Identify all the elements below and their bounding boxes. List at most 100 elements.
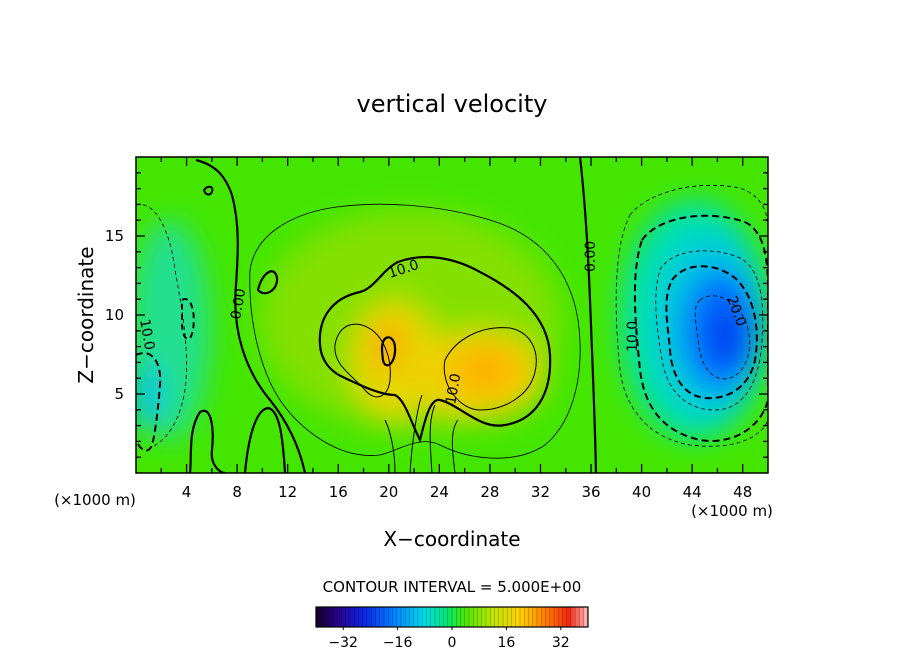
contour-neg-left-10 [136,352,162,452]
colorbar-cell [481,607,487,627]
updraft-peak-right [453,348,517,392]
contour-label: 10.0 [443,372,464,405]
colorbar-cell [562,607,568,627]
colorbar-tick-label: −16 [383,635,413,651]
colorbar-cell [473,607,478,627]
contour-filaments [384,394,459,473]
x-tick-label: 4 [182,483,192,501]
zero-contour-lower2 [243,406,287,473]
colorbar-tick-label: 32 [552,635,570,651]
zero-contour-right [578,157,598,473]
colorbar-cell [575,607,580,627]
colorbar-tick-label: 16 [497,635,515,651]
colorbar-cell [456,607,461,627]
x-tick-label: 8 [232,483,242,501]
contour-neg25 [694,295,750,380]
colorbar-cell [443,607,449,627]
contour-inner-left [334,323,391,398]
colorbar-cell [486,607,491,627]
zero-contour-lower [188,409,226,473]
colorbar-cell [477,607,483,627]
contour-neg15 [655,250,764,411]
x-tick-label: 48 [733,483,752,501]
contour-lines [136,157,768,473]
colorbar-cell [422,607,427,627]
colorbar-cell [571,607,576,627]
colorbar-cell [566,607,572,627]
x-unit-label-right: (×1000 m) [691,502,773,520]
colorbar-cell [320,607,325,627]
x-unit-label-left: (×1000 m) [54,491,136,509]
colorbar-cell [341,607,347,627]
colorbar-cell [541,607,546,627]
colorbar-cell [418,607,423,627]
contour-interval-label: CONTOUR INTERVAL = 5.000E+00 [323,578,582,596]
contour-small-a [256,270,279,295]
colorbar-cell [464,607,470,627]
colorbar-cell [324,607,330,627]
contour-core-left [380,336,397,367]
x-tick-label: 16 [329,483,348,501]
contour-label: 10.0 [136,318,157,351]
contour-label: 0.00 [228,287,249,320]
colorbar-cell [337,607,342,627]
contour-5-envelope [249,203,581,459]
colorbar-cell [549,607,555,627]
colorbar-ticks: −32 −16 0 16 32 [328,627,570,651]
colorbar-cell [520,607,525,627]
chart-title: vertical velocity [357,90,548,118]
colorbar-cell [524,607,529,627]
colorbar-cell [379,607,385,627]
downdraft-peak [708,303,748,367]
colorbar-cell [430,607,436,627]
colorbar-cell [367,607,372,627]
x-tick-label: 12 [278,483,297,501]
colorbar-cell [490,607,495,627]
colorbar-cell [405,607,410,627]
contour-small-b [202,185,214,196]
colorbar-cell [362,607,368,627]
colorbar-cell [558,607,563,627]
colorbar-cell [537,607,542,627]
y-axis-ticks: 5 10 15 [105,172,768,458]
colorbar-cell [435,607,440,627]
colorbar-cell [409,607,415,627]
colorbar-cell [371,607,376,627]
x-tick-label: 40 [632,483,651,501]
x-tick-label: 36 [581,483,600,501]
contour-label-group: 10.0 0.00 0.00 10.0 10.0 20.0 10.0 [136,241,749,406]
colorbar-cell [494,607,500,627]
contour-10-main [318,256,552,444]
colorbar-cell [333,607,338,627]
contour-label: 0.00 [583,241,599,272]
x-tick-label: 24 [430,483,449,501]
colorbar-cell [426,607,432,627]
zero-contour-left [195,158,307,473]
contour-neg-left-5 [136,204,187,449]
colorbar [315,606,589,628]
colorbar-cell [583,607,589,627]
contour-neg20 [665,265,758,400]
contour-neg10 [633,214,768,442]
colorbar-cell [528,607,534,627]
colorbar-cell [503,607,508,627]
colorbar-cell [316,607,321,627]
colorbar-cell [345,607,351,627]
colorbar-cell [384,607,389,627]
y-tick-label: 5 [114,385,124,403]
y-tick-label: 15 [105,227,124,245]
colorbar-cell [358,607,364,627]
colorbar-cell [579,607,585,627]
colorbar-cell [447,607,453,627]
contour-label: 10.0 [625,321,641,352]
colorbar-cell [511,607,517,627]
colorbar-cell [554,607,559,627]
colorbar-cell [515,607,521,627]
colorbar-cell [439,607,444,627]
left-downdraft-core [136,360,159,430]
colorbar-cell [532,607,538,627]
x-tick-label: 28 [480,483,499,501]
contour-inner-right [443,327,537,411]
